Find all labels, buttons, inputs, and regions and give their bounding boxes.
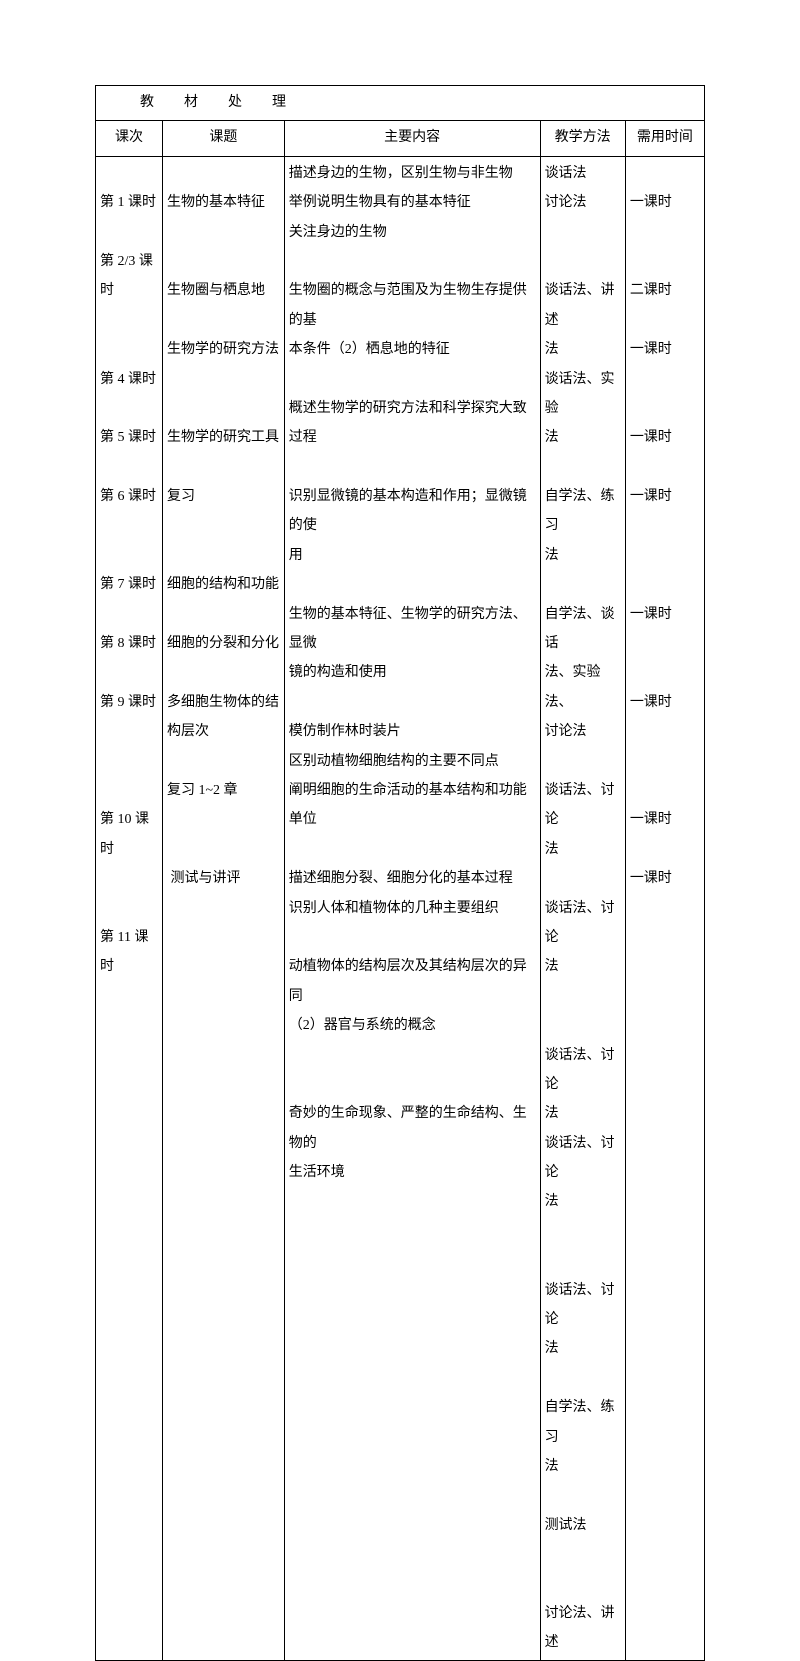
body-time: 一课时 二课时 一课时 一课时 一课时 一课时 一课时 一课时 一课时 [625, 156, 704, 1660]
header-row: 课次 课题 主要内容 教学方法 需用时间 [96, 121, 705, 156]
title-row: 教材处理 [96, 86, 705, 121]
method-text: 谈话法 讨论法 谈话法、讲述 法 谈话法、实验 法 自学法、练习 法 自学法、谈… [545, 159, 621, 1658]
time-text: 一课时 二课时 一课时 一课时 一课时 一课时 一课时 一课时 一课时 [630, 159, 700, 894]
body-row: 第 1 课时 第 2/3 课 时 第 4 课时 第 5 课时 第 6 课时 第 … [96, 156, 705, 1660]
header-method: 教学方法 [540, 121, 625, 156]
lesson-text: 第 1 课时 第 2/3 课 时 第 4 课时 第 5 课时 第 6 课时 第 … [100, 159, 158, 982]
header-time: 需用时间 [625, 121, 704, 156]
header-lesson: 课次 [96, 121, 163, 156]
header-topic: 课题 [162, 121, 284, 156]
body-content: 描述身边的生物，区别生物与非生物 举例说明生物具有的基本特征 关注身边的生物 生… [284, 156, 540, 1660]
teaching-plan-table: 教材处理 课次 课题 主要内容 教学方法 需用时间 第 1 课时 第 2/3 课… [95, 85, 705, 1661]
table-title: 教材处理 [96, 86, 705, 121]
topic-text: 生物的基本特征 生物圈与栖息地 生物学的研究方法 生物学的研究工具 复习 细胞的… [167, 159, 280, 894]
content-text: 描述身边的生物，区别生物与非生物 举例说明生物具有的基本特征 关注身边的生物 生… [289, 159, 536, 1188]
header-content: 主要内容 [284, 121, 540, 156]
body-method: 谈话法 讨论法 谈话法、讲述 法 谈话法、实验 法 自学法、练习 法 自学法、谈… [540, 156, 625, 1660]
body-lesson: 第 1 课时 第 2/3 课 时 第 4 课时 第 5 课时 第 6 课时 第 … [96, 156, 163, 1660]
body-topic: 生物的基本特征 生物圈与栖息地 生物学的研究方法 生物学的研究工具 复习 细胞的… [162, 156, 284, 1660]
title-text: 教材处理 [100, 95, 316, 110]
